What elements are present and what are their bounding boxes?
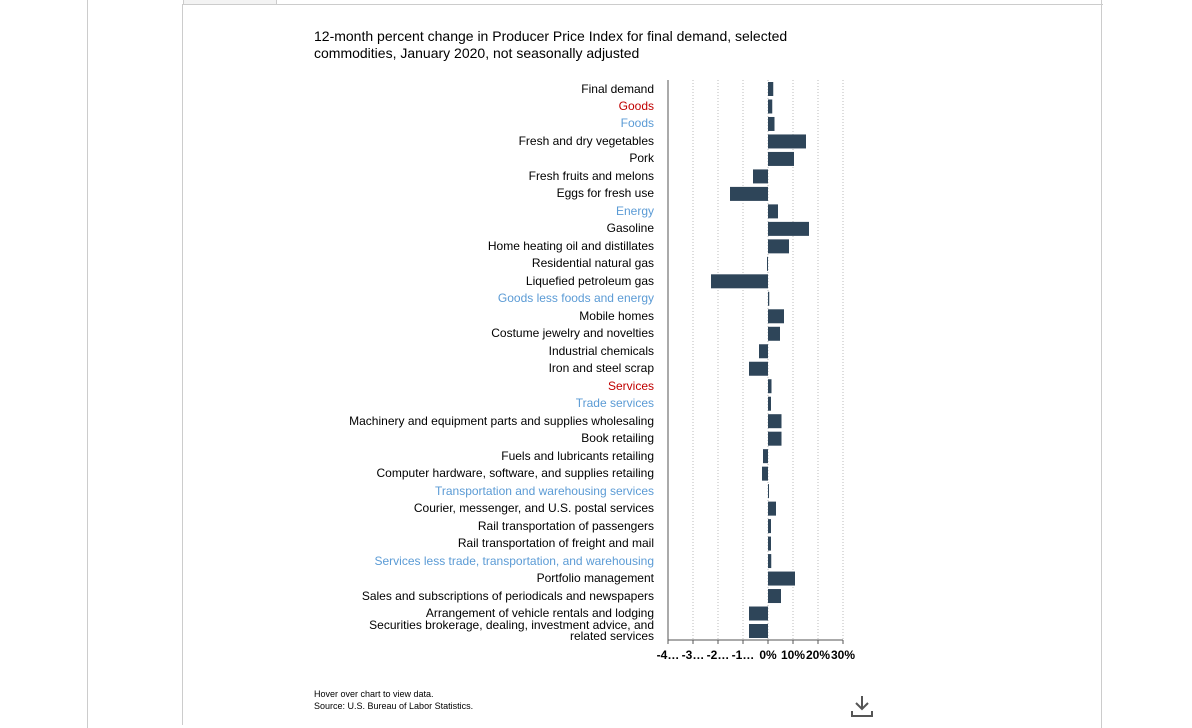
- y-tick-label: Machinery and equipment parts and suppli…: [349, 413, 654, 428]
- x-tick-label: 30%: [831, 648, 855, 662]
- bar: [768, 571, 795, 586]
- y-tick-label: Computer hardware, software, and supplie…: [376, 466, 654, 481]
- y-tick-label: Services less trade, transportation, and…: [374, 553, 655, 568]
- y-tick-label: Gasoline: [606, 221, 654, 236]
- bar: [768, 554, 772, 569]
- x-tick-label: -1…: [732, 648, 755, 662]
- y-tick-label: Mobile homes: [579, 308, 654, 323]
- bar: [767, 256, 768, 271]
- frame: [87, 0, 1102, 728]
- y-tick-label: Rail transportation of freight and mail: [457, 536, 654, 551]
- bar: [749, 361, 768, 376]
- bar: [749, 624, 768, 638]
- y-tick-label: Portfolio management: [536, 571, 654, 586]
- y-tick-label: Securities brokerage, dealing, investmen…: [369, 618, 654, 643]
- bar: [768, 116, 775, 131]
- x-tick-label: -3…: [682, 648, 705, 662]
- bar: [768, 589, 781, 604]
- note: Hover over chart to view data.: [314, 689, 434, 699]
- y-tick-label: Fresh fruits and melons: [528, 168, 654, 183]
- y-tick-label: Book retailing: [581, 431, 654, 446]
- bar: [730, 186, 768, 201]
- bar: [768, 431, 782, 446]
- x-tick-label: -4…: [657, 648, 680, 662]
- y-tick-label: Rail transportation of passengers: [477, 518, 654, 533]
- x-tick-label: 20%: [806, 648, 830, 662]
- tab[interactable]: [183, 0, 277, 5]
- x-tick-label: -2…: [707, 648, 730, 662]
- bar: [768, 99, 773, 114]
- y-tick-label: Iron and steel scrap: [548, 361, 654, 376]
- bar: [749, 606, 768, 621]
- bar: [768, 204, 778, 219]
- bar: [768, 291, 770, 306]
- y-tick-label: Eggs for fresh use: [556, 186, 654, 201]
- y-tick-label: Goods less foods and energy: [497, 291, 654, 306]
- source: Source: U.S. Bureau of Labor Statistics.: [314, 701, 474, 711]
- y-tick-label: Courier, messenger, and U.S. postal serv…: [413, 501, 654, 516]
- bar: [763, 449, 768, 464]
- y-tick-label: Residential natural gas: [531, 256, 654, 271]
- y-tick-label: Fuels and lubricants retailing: [501, 448, 654, 463]
- y-tick-label: Services: [607, 378, 654, 393]
- y-tick-label: Fresh and dry vegetables: [518, 133, 654, 148]
- bar: [711, 274, 768, 289]
- y-tick-label: Trade services: [575, 396, 654, 411]
- y-tick-label: Pork: [629, 151, 654, 166]
- y-tick-label: Sales and subscriptions of periodicals a…: [361, 588, 654, 603]
- bar: [768, 134, 806, 149]
- y-tick-label: Arrangement of vehicle rentals and lodgi…: [425, 606, 654, 621]
- bar: [768, 519, 771, 534]
- bar: [753, 169, 768, 184]
- y-tick-label: Final demand: [581, 81, 654, 96]
- bar: [768, 221, 809, 236]
- bar: [768, 414, 782, 429]
- y-tick-label: Liquefied petroleum gas: [525, 273, 654, 288]
- bar: [768, 151, 794, 166]
- y-tick-label: Transportation and warehousing services: [434, 483, 654, 498]
- bar: [768, 82, 774, 96]
- bar: [768, 309, 784, 324]
- bar: [768, 239, 789, 254]
- bar: [768, 396, 771, 411]
- bar: [768, 326, 780, 341]
- y-tick-label: Industrial chemicals: [548, 343, 654, 358]
- panel: [182, 4, 1103, 725]
- bar: [759, 344, 768, 359]
- y-tick-label: Goods: [618, 98, 654, 113]
- y-tick-label: Energy: [615, 203, 654, 218]
- bar: [768, 536, 771, 551]
- x-tick-label: 10%: [781, 648, 805, 662]
- y-tick-label: Home heating oil and distillates: [487, 238, 654, 253]
- bar: [762, 466, 768, 481]
- x-tick-label: 0%: [759, 648, 777, 662]
- download-icon[interactable]: [851, 696, 873, 717]
- bar: [768, 484, 769, 499]
- y-tick-label: Foods: [620, 116, 654, 131]
- chart-title: 12-month percent change in Producer Pric…: [314, 28, 788, 61]
- bar: [768, 379, 772, 394]
- y-tick-label: Costume jewelry and novelties: [491, 326, 654, 341]
- bar: [768, 501, 776, 516]
